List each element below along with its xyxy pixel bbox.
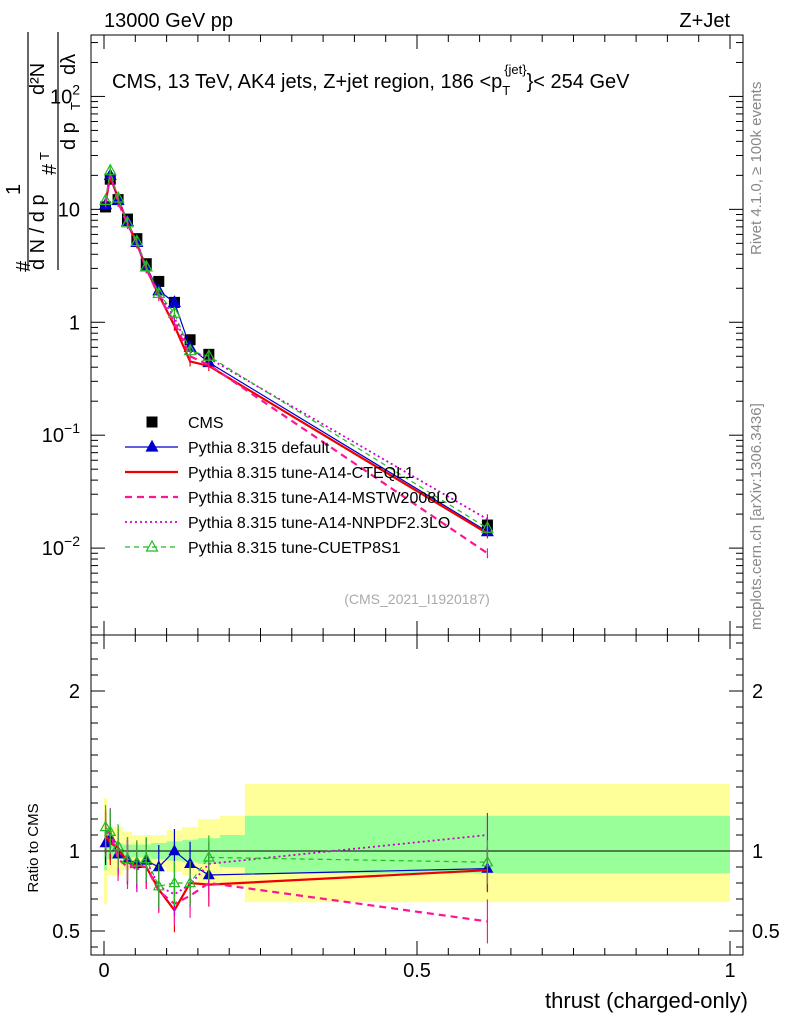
series-marker [480,520,494,533]
x-axis-label: thrust (charged-only) [545,988,748,1013]
y-tick-label: 10−1 [42,420,80,447]
y-tick-label: 10 [58,199,80,221]
title-prefix: CMS, 13 TeV, AK4 jets, Z+jet region, 186… [112,71,502,93]
series-marker [120,215,134,228]
series-marker [152,286,166,299]
ylabel-one: 1 [3,184,25,195]
ylabel-hash: # [13,260,35,272]
rivet-note: Rivet 4.1.0, ≥ 100k events [748,82,765,255]
ratio-marker [168,844,181,856]
x-tick-label: 0.5 [403,960,431,982]
ratio-tick-label-left: 2 [69,681,80,703]
legend-label: Pythia 8.315 tune-A14-NNPDF2.3LO [188,515,450,532]
series-marker [183,343,197,356]
axis-ticks: 0 0.5 1 10−2 10−1 1 10 102 0.5 0.5 1 1 2 2 [42,35,780,982]
series-marker [167,306,181,318]
title-sub: T [502,83,510,98]
legend-label: Pythia 8.315 tune-A14-CTEQL1 [188,465,414,482]
legend: CMS Pythia 8.315 default Pythia 8.315 tune… [125,415,457,557]
title-suffix: }< 254 GeV [527,71,631,93]
series-marker [139,259,153,272]
series-line [104,173,489,555]
ratio-marker [140,852,153,864]
y-axis-label: # 1 d N / d p T # d p T d²N dλ [3,32,83,272]
ylabel-t2: T [68,102,83,110]
series-marker [184,334,196,346]
y-tick-label: 10−2 [42,533,80,560]
legend-label: CMS [188,415,224,432]
ratio-line [105,829,488,896]
series-marker [130,234,144,247]
ratio-marker [104,825,117,837]
legend-label: Pythia 8.315 tune-CUETP8S1 [188,540,401,557]
ratio-marker [184,876,197,888]
ratio-marker [130,855,143,867]
main-series [99,163,494,559]
y-tick-label: 1 [69,312,80,334]
header-left: 13000 GeV pp [104,10,233,32]
series-line [104,170,488,529]
legend-label: Pythia 8.315 tune-A14-MSTW2008LO [188,490,457,507]
ylabel-t1: T [37,152,52,160]
legend-marker [145,539,159,552]
legend-label: Pythia 8.315 default [188,440,330,457]
ratio-marker [112,839,125,851]
header-right: Z+Jet [679,10,730,32]
ylabel-dl: dλ [58,54,80,75]
ratio-marker [202,850,215,862]
ratio-tick-label-right: 2 [752,681,763,703]
legend-marker [145,439,159,452]
title-sup: {jet} [504,62,527,77]
ylabel-d2n: d²N [27,63,49,95]
ratio-marker [152,879,165,891]
ratio-marker [99,820,112,832]
ratio-tick-label-left: 1 [69,841,80,863]
ylabel-dp: d p [58,122,80,150]
x-tick-label: 1 [724,960,735,982]
ratio-tick-label-right: 0.5 [752,921,780,943]
y-tick-label: 102 [50,81,80,108]
plot-title: CMS, 13 TeV, AK4 jets, Z+jet region, 186… [112,62,630,98]
legend-marker [146,416,158,428]
ylabel-hash2: # [39,163,61,175]
ratio-tick-label-right: 1 [752,841,763,863]
ratio-marker [121,852,134,864]
ratio-marker [168,876,181,888]
series-marker [103,163,117,176]
ratio-series [99,805,494,944]
ratio-tick-label-left: 0.5 [52,921,80,943]
series-marker [99,193,113,206]
ratio-y-axis-label: Ratio to CMS [25,803,42,892]
series-line [104,172,488,521]
mcplots-note: mcplots.cern.ch [arXiv:1306.3436] [748,403,765,630]
ratio-marker [481,855,494,867]
series-marker [111,190,125,203]
x-tick-label: 0 [98,960,109,982]
ylabel-dn: d N / d p [27,194,49,270]
series-marker [202,349,216,361]
series-marker [153,275,165,287]
analysis-tag: (CMS_2021_I1920187) [344,591,490,607]
